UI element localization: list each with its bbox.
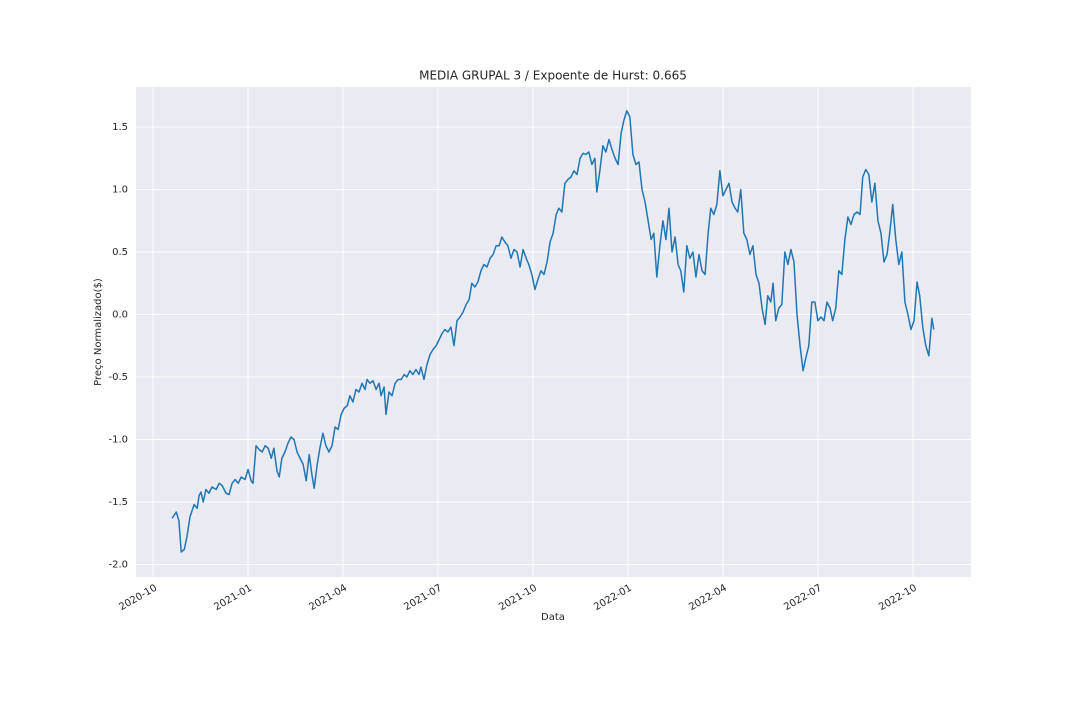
x-tick-label: 2021-07 (402, 583, 444, 613)
x-tick-label: 2020-10 (117, 583, 159, 613)
x-tick-label: 2021-10 (497, 583, 539, 613)
x-tick-label: 2022-07 (782, 583, 824, 613)
x-tick-label: 2022-04 (687, 583, 729, 613)
data-line (171, 110, 935, 553)
y-tick-label: 0.0 (112, 310, 128, 321)
grid (136, 87, 971, 577)
y-tick-label: 1.0 (112, 185, 128, 196)
y-tick-label: -2.0 (108, 560, 128, 571)
x-tick-label: 2022-01 (592, 583, 634, 613)
y-tick-label: 0.5 (112, 247, 128, 258)
x-axis-label: Data (541, 612, 565, 623)
y-tick-label: 1.5 (112, 122, 128, 133)
chart-title: MEDIA GRUPAL 3 / Expoente de Hurst: 0.66… (419, 69, 687, 83)
y-tick-label: -1.5 (108, 497, 128, 508)
y-tick-label: -1.0 (108, 435, 128, 446)
x-tick-label: 2022-10 (877, 583, 919, 613)
y-tick-label: -0.5 (108, 372, 128, 383)
y-axis-label: Preço Normalizado($) (93, 278, 104, 386)
x-tick-label: 2021-04 (307, 583, 349, 613)
plot-area (136, 87, 971, 577)
x-tick-label: 2021-01 (212, 583, 254, 613)
series (171, 110, 935, 553)
